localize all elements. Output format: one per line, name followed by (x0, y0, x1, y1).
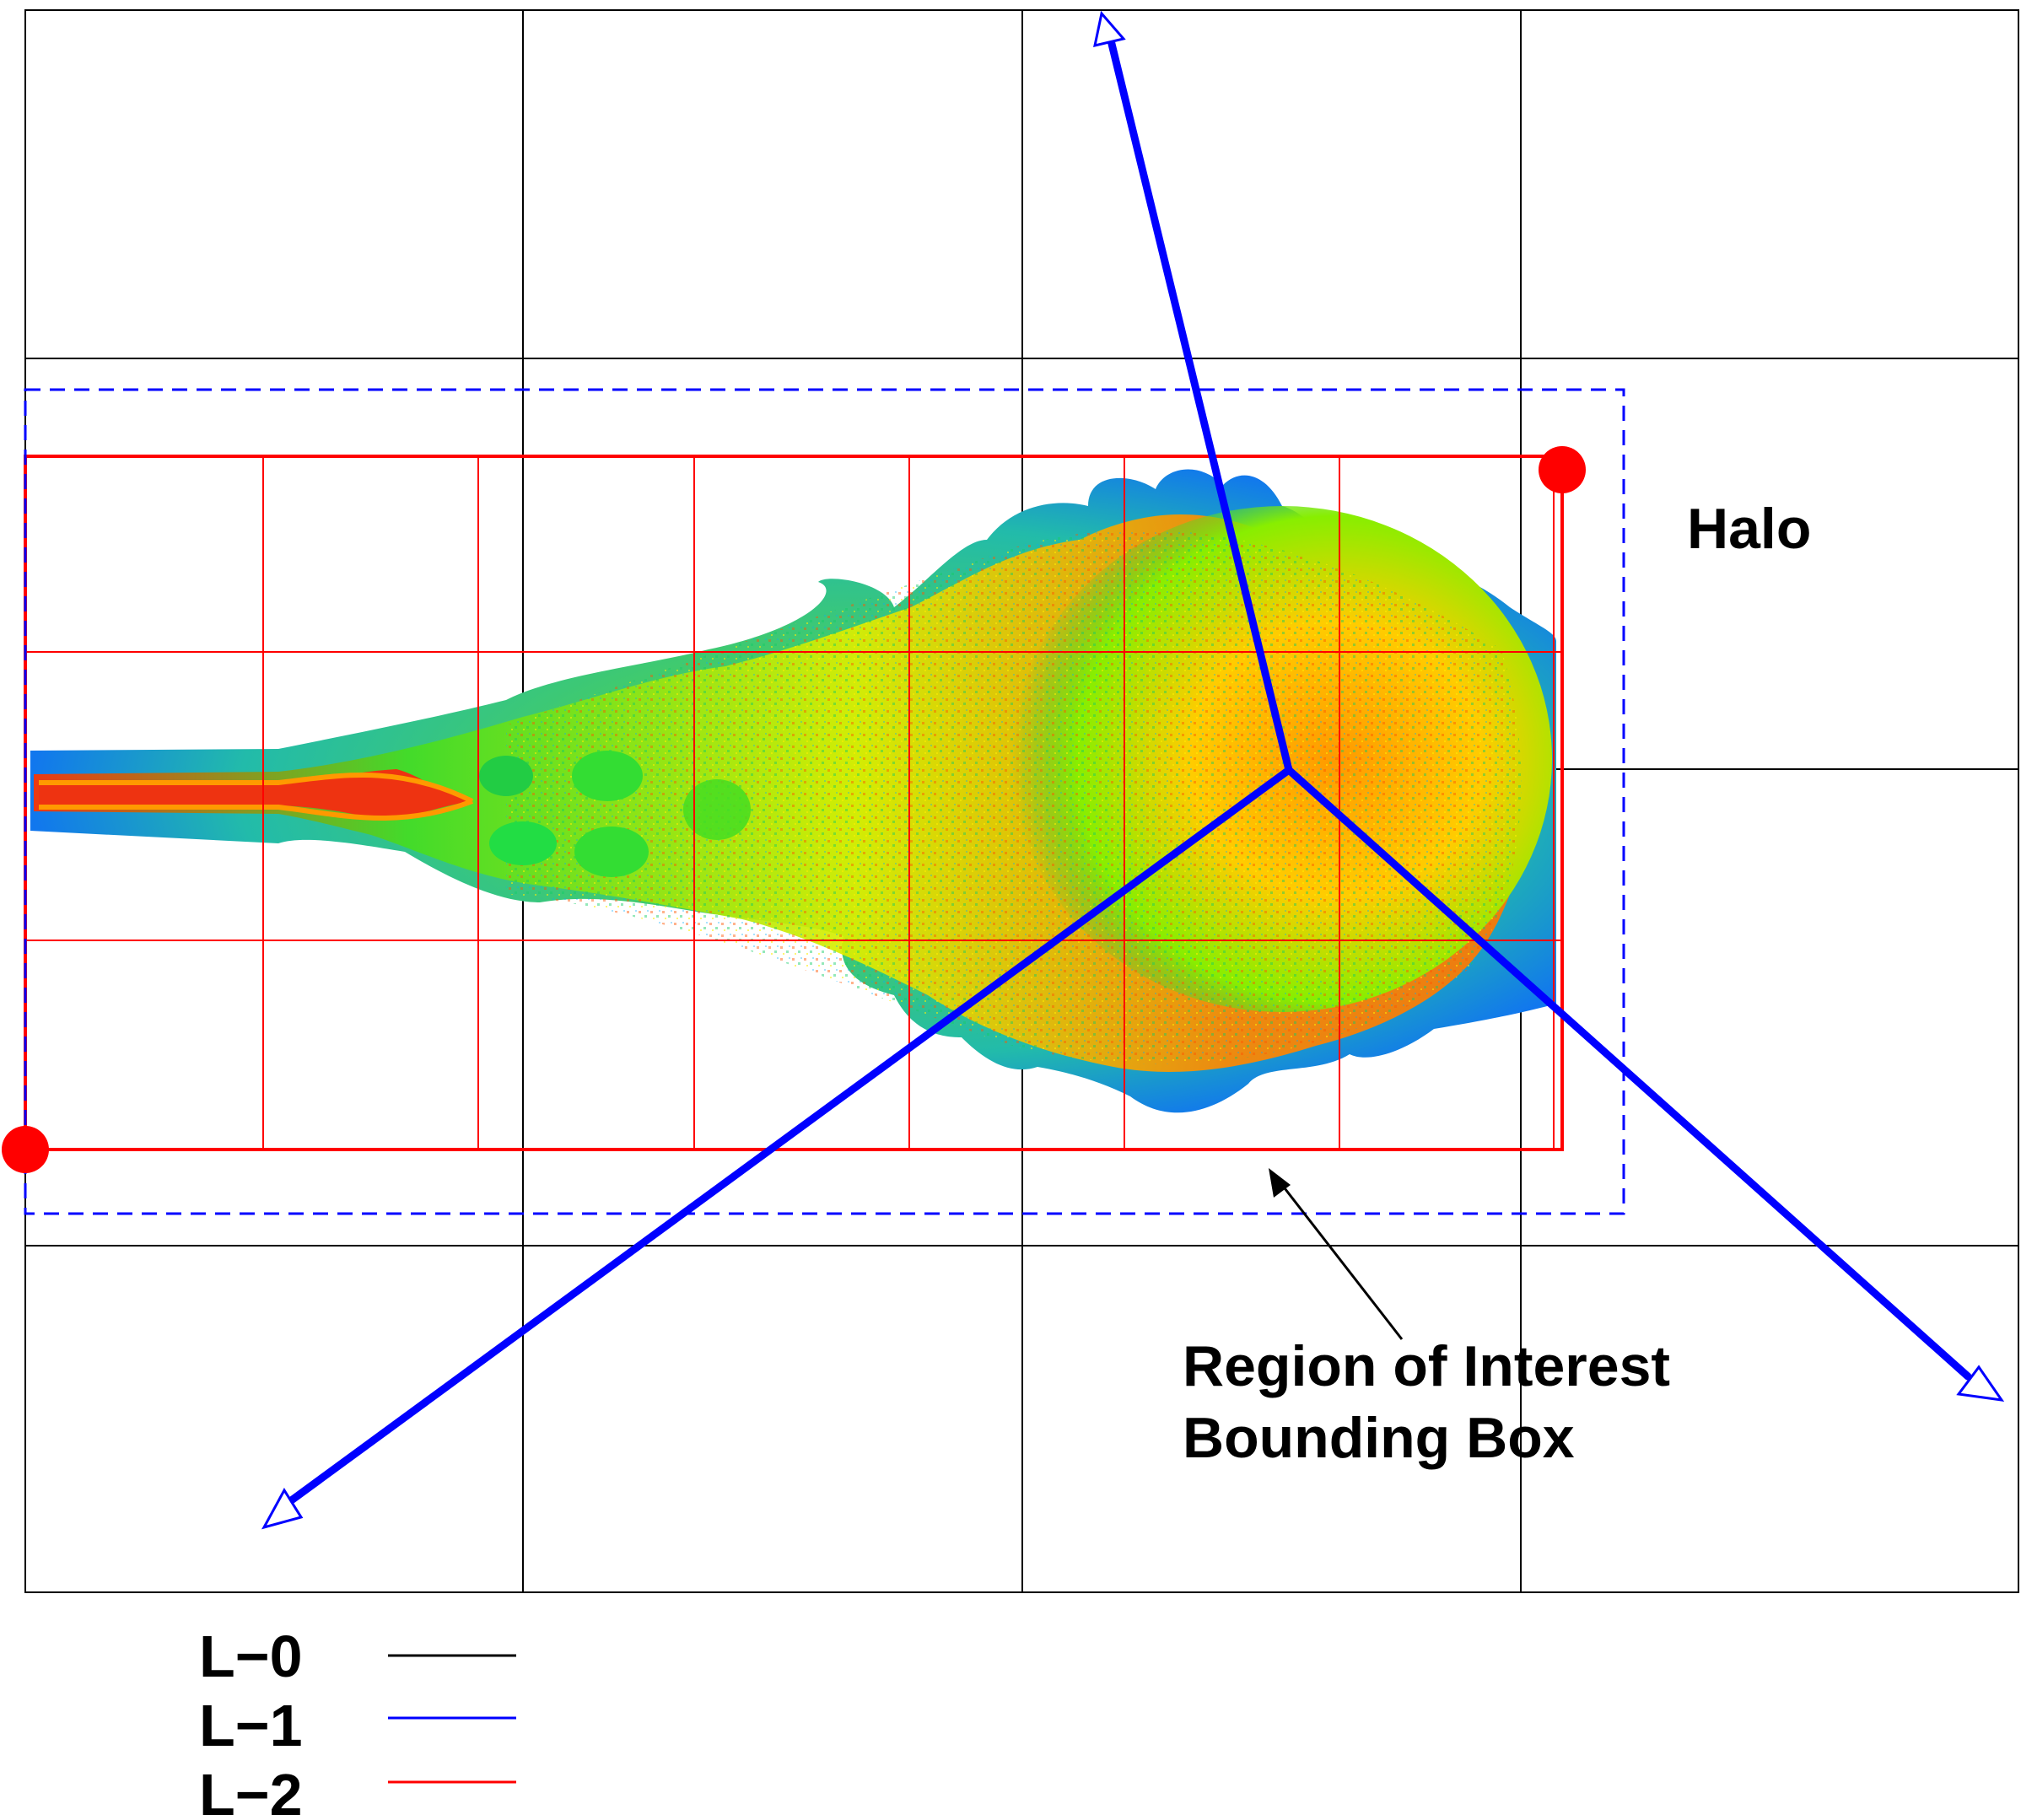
vortex-blob (489, 821, 557, 865)
vortex-blob (479, 756, 533, 796)
roi-pointer-arrowhead-icon (1269, 1168, 1291, 1198)
legend-label-l1: L−1 (199, 1693, 303, 1758)
arrowhead-lower-left-icon (261, 1488, 304, 1530)
arrowhead-lower-right-icon (1956, 1365, 2005, 1402)
plume-turbulence-texture (506, 529, 1522, 1064)
jet-core (39, 769, 472, 819)
legend-label-l2: L−2 (199, 1762, 303, 1820)
halo-label: Halo (1687, 497, 1811, 561)
bounding-box-corner-marker (2, 1126, 49, 1173)
roi-label-line1: Region of Interest (1183, 1334, 1670, 1398)
vortex-blob (572, 751, 643, 801)
level-1-line-up (1107, 36, 1293, 774)
legend-label-l0: L−0 (199, 1623, 303, 1689)
jet-shear-layer (39, 773, 474, 821)
arrowheads (261, 10, 2005, 1530)
vortex-blob (683, 779, 751, 840)
level-1-partition (283, 36, 1972, 1508)
jet-plume-field (30, 469, 1556, 1113)
level-2-grid (24, 455, 1564, 1151)
legend: L−0 L−1 L−2 (199, 1623, 516, 1820)
level-1-line-lower-left (283, 766, 1293, 1508)
roi-label-line2: Bounding Box (1183, 1406, 1575, 1470)
halo-box (24, 388, 1625, 1215)
level-1-line-lower-right (1285, 766, 1972, 1381)
bounding-box-corner-marker (1539, 446, 1586, 493)
vortex-blob (574, 827, 649, 877)
arrowhead-up-icon (1093, 10, 1126, 48)
roi-pointer-line (1280, 1184, 1404, 1340)
